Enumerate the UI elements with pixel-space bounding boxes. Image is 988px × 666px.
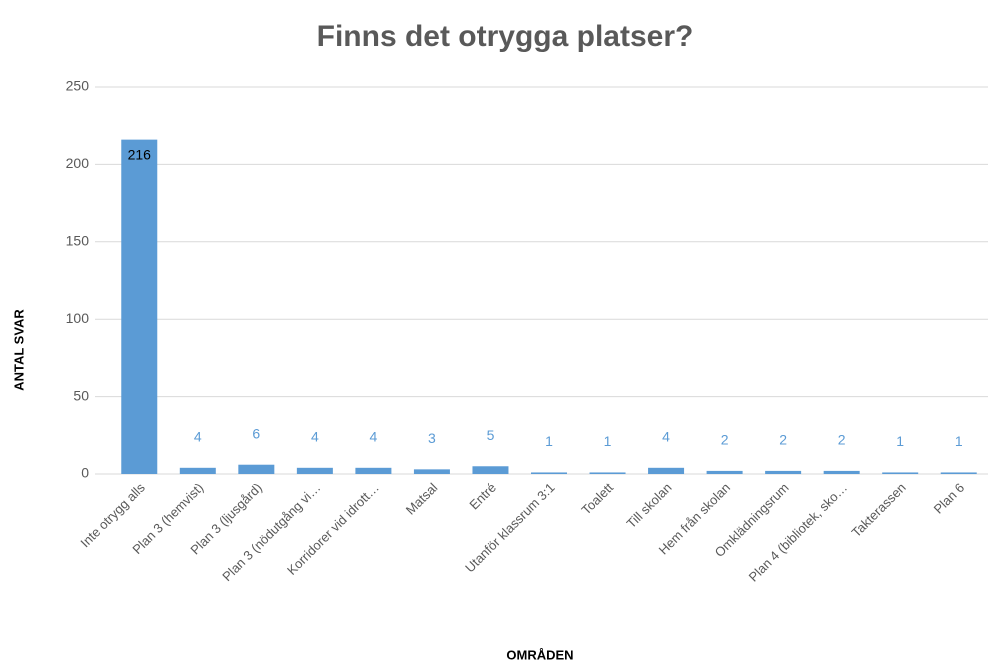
- data-label: 4: [370, 429, 378, 445]
- bar: [121, 139, 158, 474]
- bar: [355, 467, 392, 474]
- data-label: 1: [896, 433, 904, 449]
- y-tick-label: 100: [66, 310, 90, 326]
- x-tick-label: Plan 3 (nödutgång vi…: [219, 480, 323, 584]
- bar: [531, 472, 567, 474]
- bar: [296, 467, 333, 474]
- x-axis-label: OMRÅDEN: [506, 647, 573, 662]
- bar: [179, 467, 216, 474]
- data-label: 216: [128, 146, 152, 162]
- x-tick-label: Takterassen: [849, 480, 909, 540]
- data-label: 3: [428, 430, 436, 446]
- data-label: 2: [779, 432, 787, 448]
- y-tick-label: 50: [73, 387, 89, 403]
- bar: [882, 472, 919, 474]
- x-tick-label: Entré: [466, 480, 499, 513]
- x-tick-label: Toalett: [578, 480, 616, 518]
- bar: [472, 466, 509, 474]
- data-label: 2: [721, 432, 729, 448]
- bar: [823, 470, 860, 474]
- y-tick-label: 0: [81, 465, 89, 481]
- x-tick-label: Plan 6: [931, 480, 968, 517]
- data-label: 2: [838, 432, 846, 448]
- data-label: 5: [487, 427, 495, 443]
- data-label: 1: [545, 433, 553, 449]
- data-label: 6: [252, 425, 260, 441]
- bar: [940, 472, 977, 474]
- bar: [765, 470, 802, 474]
- x-tick-label: Matsal: [403, 480, 441, 518]
- y-axis-label: ANTAL SVAR: [11, 309, 26, 391]
- data-label: 4: [194, 429, 202, 445]
- bar: [589, 472, 626, 474]
- bar: [648, 467, 685, 474]
- y-tick-label: 150: [66, 233, 90, 249]
- data-label: 1: [604, 433, 612, 449]
- data-label: 1: [955, 433, 963, 449]
- bar: [413, 469, 450, 474]
- y-tick-label: 250: [66, 78, 90, 94]
- y-tick-label: 200: [66, 155, 90, 171]
- x-tick-label: Plan 4 (bibliotek, sko…: [746, 480, 851, 585]
- bar: [238, 464, 275, 474]
- data-label: 4: [662, 429, 670, 445]
- bar: [706, 470, 743, 474]
- x-tick-label: Till skolan: [623, 480, 674, 531]
- data-label: 4: [311, 429, 319, 445]
- chart-title: Finns det otrygga platser?: [317, 20, 694, 53]
